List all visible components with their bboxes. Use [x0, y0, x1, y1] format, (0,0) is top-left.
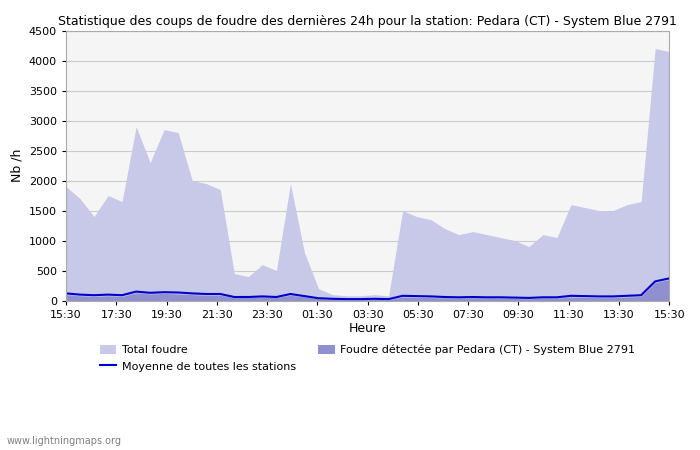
- Text: www.lightningmaps.org: www.lightningmaps.org: [7, 436, 122, 446]
- X-axis label: Heure: Heure: [349, 322, 386, 335]
- Y-axis label: Nb /h: Nb /h: [10, 149, 24, 182]
- Title: Statistique des coups de foudre des dernières 24h pour la station: Pedara (CT) -: Statistique des coups de foudre des dern…: [58, 15, 677, 28]
- Legend: Total foudre, Moyenne de toutes les stations, Foudre détectée par Pedara (CT) - : Total foudre, Moyenne de toutes les stat…: [95, 340, 640, 376]
